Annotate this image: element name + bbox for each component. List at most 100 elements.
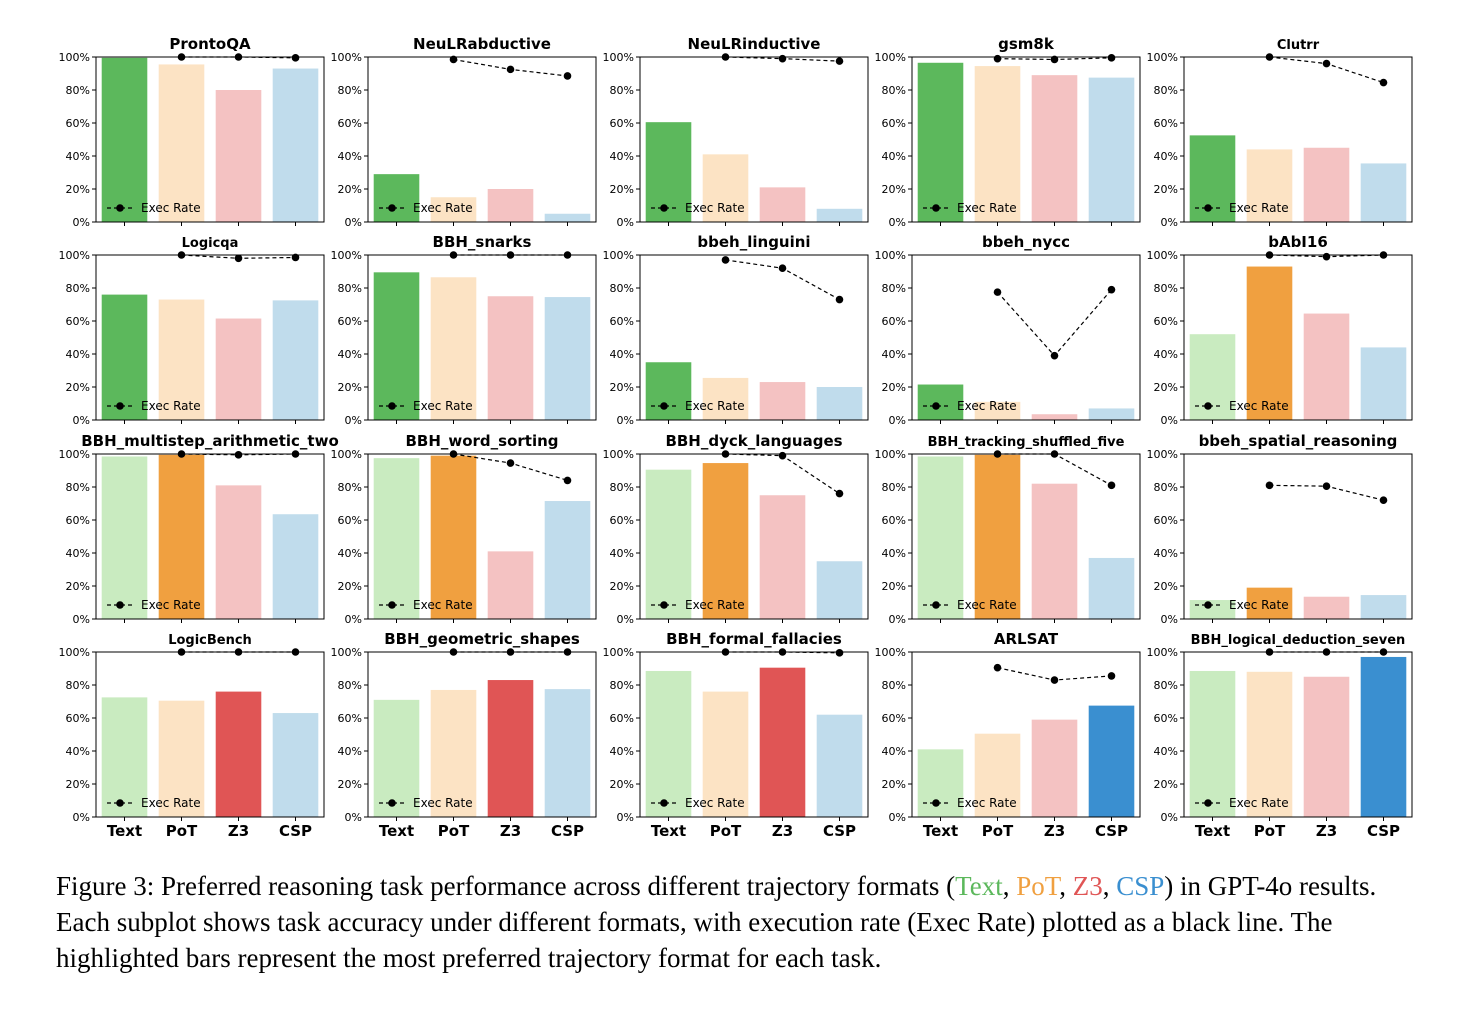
y-tick-label: 40% (66, 547, 90, 560)
bar-pot (974, 401, 1021, 420)
exec-rate-point (234, 254, 243, 263)
y-tick-label: 80% (66, 481, 90, 494)
bar-csp (272, 300, 319, 420)
bar-z3 (1303, 147, 1350, 222)
subplot-title: Logicqa (182, 236, 239, 251)
y-tick-label: 80% (338, 282, 362, 295)
legend-marker (116, 402, 124, 410)
y-tick-label: 100% (603, 646, 634, 659)
y-tick-label: 80% (66, 282, 90, 295)
bar-z3 (1031, 483, 1078, 619)
y-tick-label: 80% (338, 481, 362, 494)
exec-rate-point (778, 264, 787, 273)
y-tick-label: 40% (338, 150, 362, 163)
y-tick-label: 100% (59, 51, 90, 64)
bar-pot (1246, 671, 1293, 817)
exec-rate-point (506, 459, 515, 467)
bar-pot (702, 377, 749, 420)
bar-csp (544, 501, 591, 619)
legend-marker (388, 799, 396, 807)
legend-label: Exec Rate (141, 796, 201, 810)
subplot-title: BBH_word_sorting (405, 432, 558, 450)
subplot: bbeh_linguini 0% 20% 40% 60% 80% 100% Exec Rate (603, 233, 869, 427)
x-tick-label: Text (651, 822, 686, 840)
subplot-title: BBH_snarks (433, 233, 532, 251)
bar-csp (544, 213, 591, 222)
y-tick-label: 60% (882, 514, 906, 527)
x-tick-label: Z3 (1316, 822, 1337, 840)
y-tick-label: 0% (617, 811, 634, 824)
y-tick-label: 100% (1147, 646, 1178, 659)
y-tick-label: 100% (59, 448, 90, 461)
y-tick-label: 0% (1161, 216, 1178, 229)
y-tick-label: 20% (66, 580, 90, 593)
y-tick-label: 80% (1154, 84, 1178, 97)
bar-pot (702, 154, 749, 222)
y-tick-label: 100% (331, 448, 362, 461)
bar-text (1189, 670, 1236, 817)
y-tick-label: 40% (882, 745, 906, 758)
axes-frame (367, 254, 597, 421)
y-tick-label: 20% (1154, 183, 1178, 196)
bar-z3 (487, 680, 534, 817)
axes-frame (911, 453, 1141, 620)
x-tick-label: Z3 (772, 822, 793, 840)
bar-z3 (215, 318, 262, 420)
bar-csp (272, 713, 319, 817)
bar-z3 (487, 551, 534, 619)
y-tick-label: 20% (66, 381, 90, 394)
subplot: BBH_geometric_shapes 0% 20% 40% 60% 80% 100% Te… (331, 630, 597, 840)
subplot-title: BBH_geometric_shapes (384, 630, 580, 648)
bar-z3 (759, 667, 806, 817)
subplot-title: gsm8k (998, 35, 1055, 53)
subplot: NeuLRinductive 0% 20% 40% 60% 80% 100% Exec Rat… (603, 35, 869, 229)
axes-frame (1183, 651, 1413, 818)
bar-z3 (215, 90, 262, 222)
subplot-title: bbeh_linguini (697, 233, 810, 251)
y-tick-label: 0% (617, 414, 634, 427)
y-tick-label: 20% (610, 183, 634, 196)
x-tick-label: CSP (1367, 822, 1400, 840)
y-tick-label: 20% (610, 778, 634, 791)
bar-csp (272, 514, 319, 619)
subplot-title: BBH_logical_deduction_seven (1191, 633, 1406, 648)
bar-csp (1360, 595, 1407, 619)
x-tick-label: PoT (982, 822, 1014, 840)
bar-pot (430, 197, 477, 222)
exec-rate-point (1379, 78, 1388, 87)
subplot: Logicqa 0% 20% 40% 60% 80% 100% Exec Rate (59, 236, 325, 427)
axes-frame (639, 453, 869, 620)
bar-csp (1088, 705, 1135, 817)
bar-csp (816, 208, 863, 222)
x-tick-label: PoT (710, 822, 742, 840)
y-tick-label: 40% (1154, 745, 1178, 758)
y-tick-label: 60% (66, 315, 90, 328)
bar-text (101, 456, 148, 619)
legend-label: Exec Rate (957, 201, 1017, 215)
x-tick-label: CSP (823, 822, 856, 840)
y-tick-label: 0% (1161, 613, 1178, 626)
axes-frame (1183, 56, 1413, 223)
exec-rate-point (993, 663, 1002, 672)
exec-rate-point (1322, 252, 1331, 261)
bar-z3 (1031, 719, 1078, 817)
y-tick-label: 100% (59, 646, 90, 659)
exec-rate-point (1107, 672, 1116, 680)
x-tick-label: PoT (438, 822, 470, 840)
bar-csp (816, 561, 863, 619)
legend-label: Exec Rate (685, 598, 745, 612)
y-tick-label: 80% (882, 481, 906, 494)
y-tick-label: 60% (338, 514, 362, 527)
y-tick-label: 40% (1154, 348, 1178, 361)
y-tick-label: 80% (1154, 679, 1178, 692)
legend-label: Exec Rate (413, 796, 473, 810)
subplot: bAbI16 0% 20% 40% 60% 80% 100% Exec Rate (1147, 233, 1413, 427)
bar-pot (1246, 149, 1293, 222)
y-tick-label: 60% (66, 712, 90, 725)
bar-text (373, 699, 420, 817)
axes-frame (1183, 453, 1413, 620)
legend-marker (1204, 402, 1212, 410)
axes-frame (95, 651, 325, 818)
subplot-title: ARLSAT (994, 630, 1059, 648)
